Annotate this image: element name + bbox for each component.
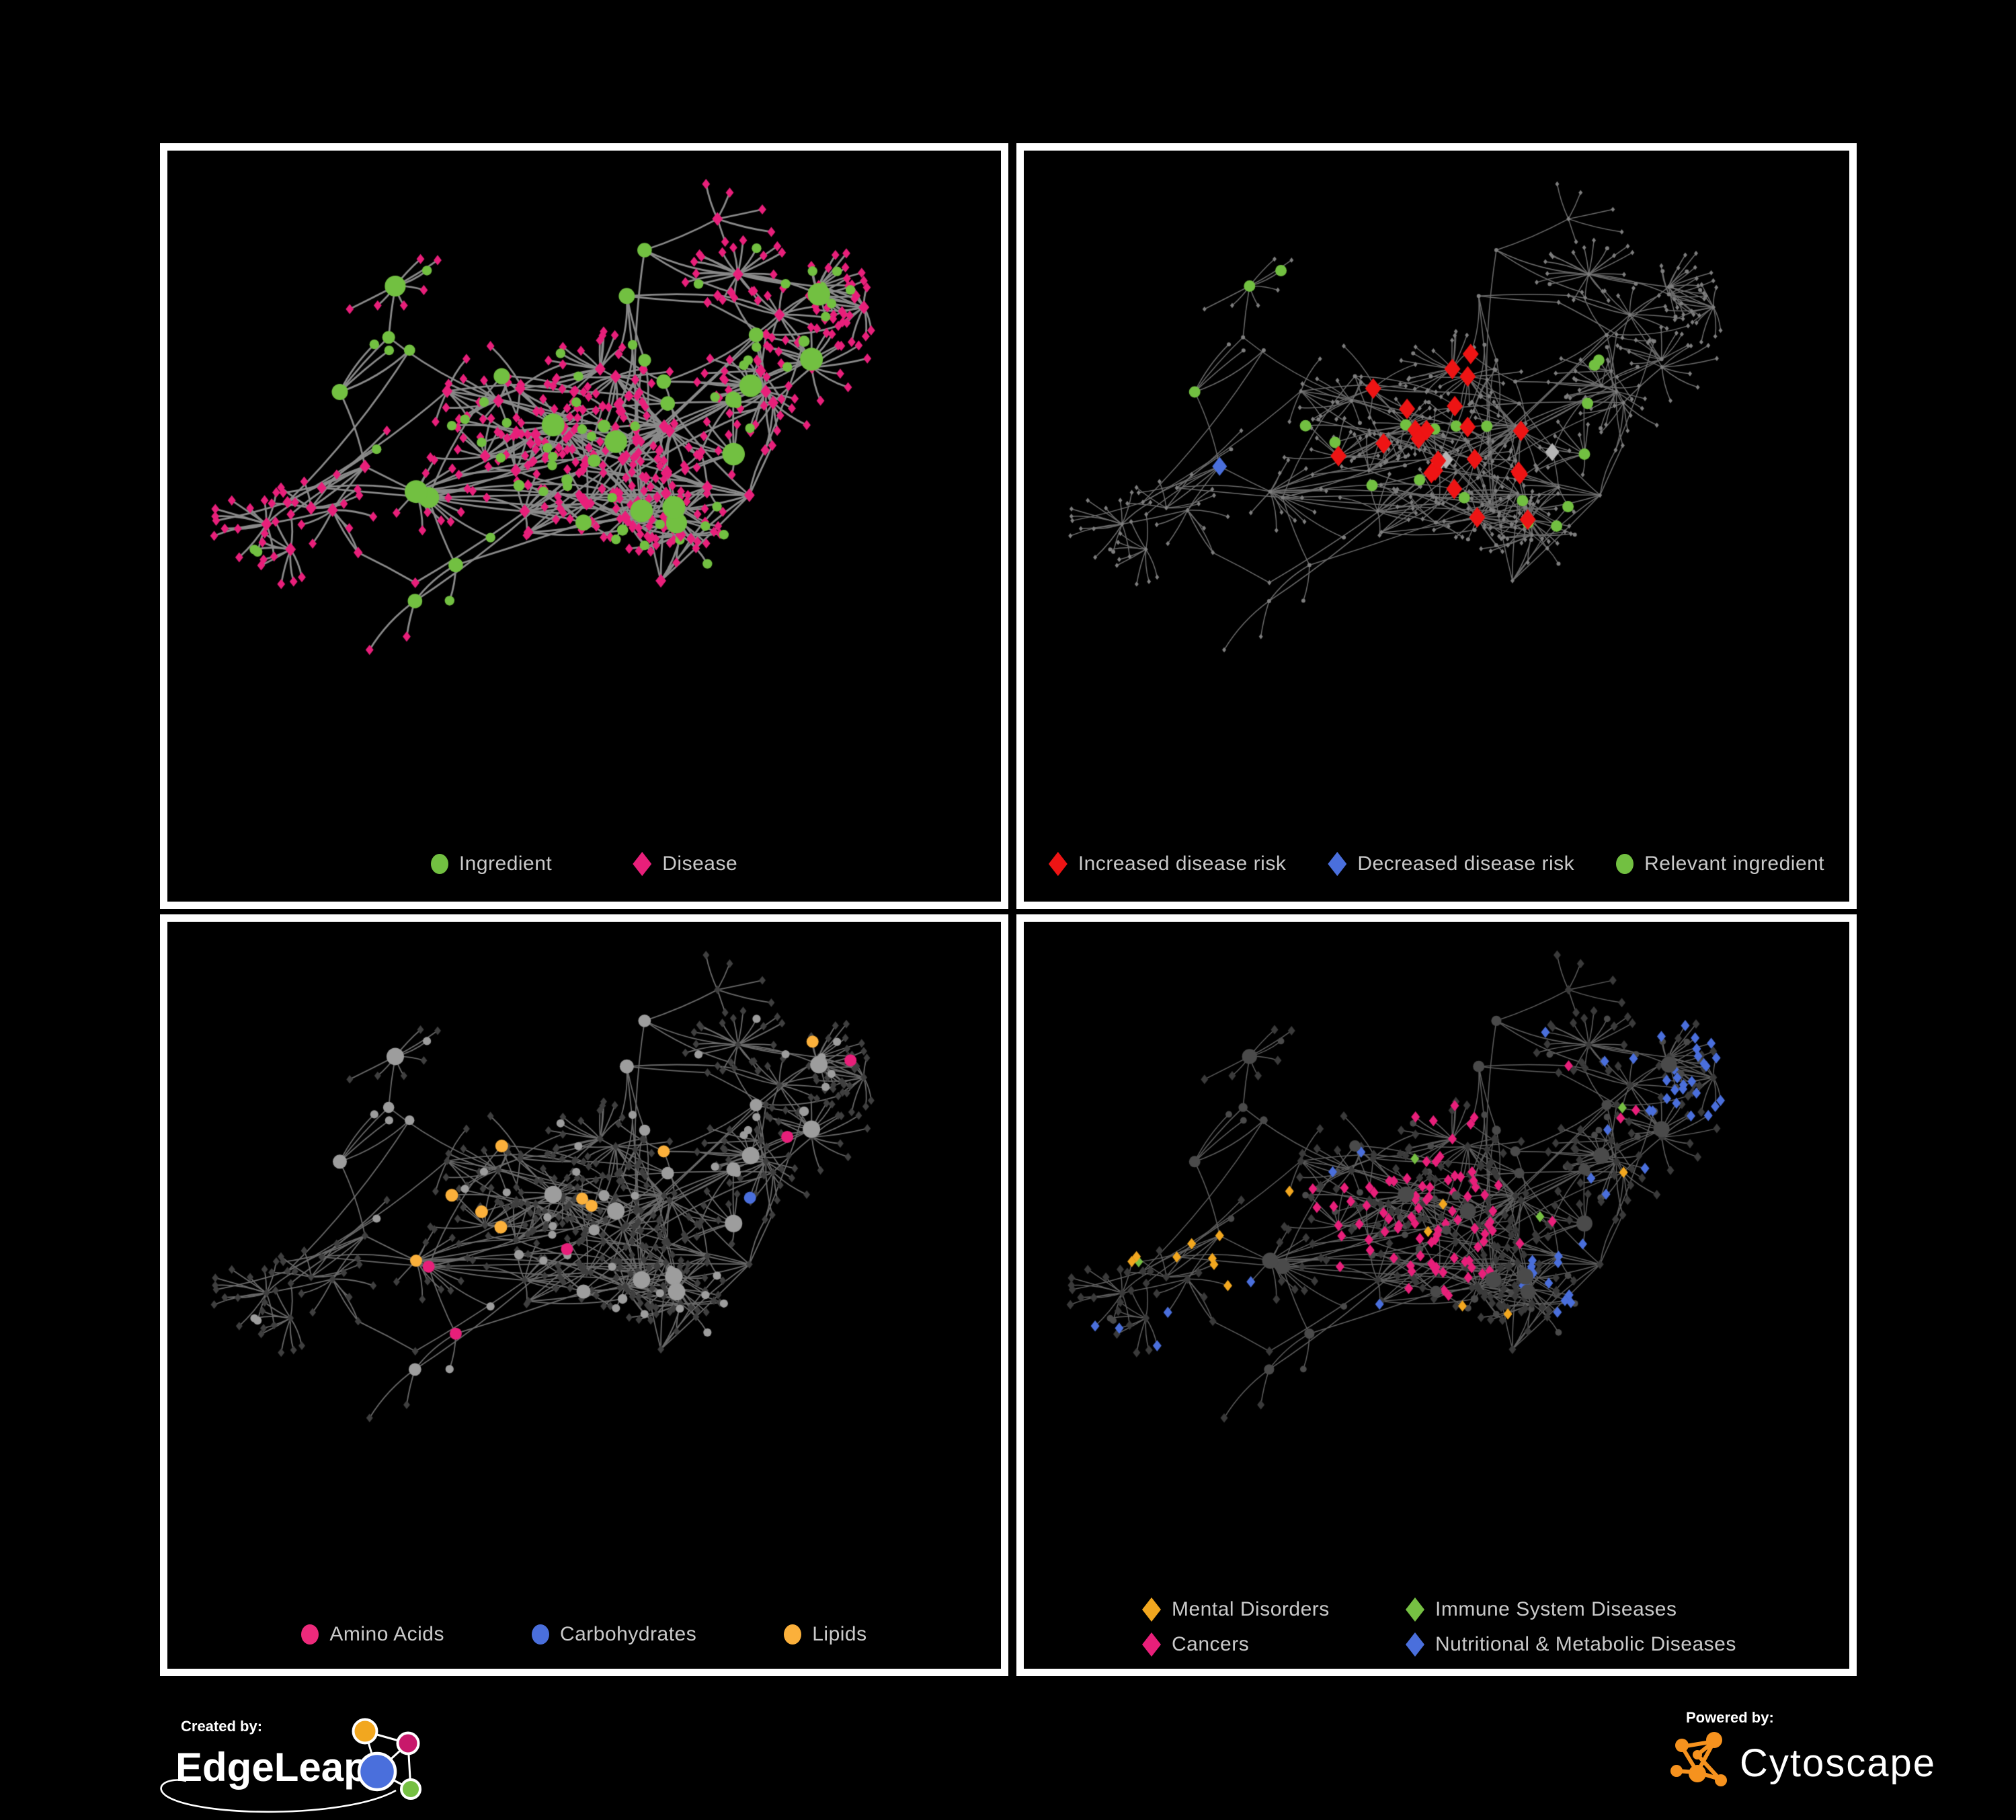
relevant-ingredient-marker-icon <box>1616 854 1634 874</box>
cancers-marker-icon <box>1142 1632 1161 1657</box>
legend-item: Mental Disorders <box>1142 1597 1406 1622</box>
cytoscape-logo: Powered by: Cytoscape <box>1670 1709 1936 1786</box>
ingredient-marker-icon <box>430 854 448 874</box>
edgeleap-wordmark: EdgeLeap <box>175 1745 368 1790</box>
legend-label: Mental Disorders <box>1172 1598 1330 1620</box>
legend-label: Lipids <box>812 1623 867 1645</box>
legend-label: Cancers <box>1172 1633 1250 1655</box>
network-canvas <box>1024 922 1849 1669</box>
edgeleap-logo: Created by: EdgeLeap <box>160 1718 421 1813</box>
network-canvas <box>167 151 1001 902</box>
legend-label: Disease <box>662 853 738 875</box>
legend-item: Decreased disease risk <box>1328 852 1574 876</box>
legend-item: Immune System Diseases <box>1406 1597 1736 1622</box>
legend-item: Carbohydrates <box>531 1623 697 1646</box>
legend-item: Ingredient <box>430 853 553 875</box>
panel-disease-categories: Mental Disorders Immune System Diseases … <box>1016 914 1857 1676</box>
legend: Ingredient Disease <box>167 852 1001 876</box>
panel-ingredient-disease: Ingredient Disease <box>160 143 1008 909</box>
powered-by-label: Powered by: <box>1686 1709 1774 1726</box>
amino-acids-marker-icon <box>301 1624 319 1645</box>
increased-risk-marker-icon <box>1048 852 1067 876</box>
edgeleap-branding: Created by: EdgeLeap <box>151 1711 447 1819</box>
edgeleap-node-green <box>400 1778 421 1800</box>
cytoscape-wordmark: Cytoscape <box>1740 1741 1936 1785</box>
panel-macronutrients: Amino Acids Carbohydrates Lipids <box>160 914 1008 1676</box>
nutritional-metabolic-marker-icon <box>1406 1632 1424 1657</box>
legend-label: Nutritional & Metabolic Diseases <box>1435 1633 1736 1655</box>
edgeleap-swoosh <box>160 1779 397 1813</box>
legend-item: Increased disease risk <box>1048 852 1287 876</box>
legend-item: Nutritional & Metabolic Diseases <box>1406 1632 1736 1657</box>
decreased-risk-marker-icon <box>1328 852 1347 876</box>
immune-system-diseases-marker-icon <box>1406 1597 1424 1622</box>
legend-label: Decreased disease risk <box>1357 853 1575 875</box>
legend-label: Relevant ingredient <box>1644 853 1825 875</box>
legend-item: Cancers <box>1142 1632 1406 1657</box>
carbohydrates-marker-icon <box>531 1624 549 1645</box>
edgeleap-node-orange <box>352 1718 378 1745</box>
cytoscape-glyph <box>1670 1732 1727 1786</box>
legend-label: Carbohydrates <box>559 1623 697 1645</box>
created-by-label: Created by: <box>181 1718 262 1735</box>
edgeleap-node-blue <box>357 1751 397 1792</box>
panel-disease-risk: Increased disease risk Decreased disease… <box>1016 143 1857 909</box>
disease-marker-icon <box>633 852 652 876</box>
legend: Mental Disorders Immune System Diseases … <box>1142 1597 1736 1657</box>
legend-item: Relevant ingredient <box>1616 853 1824 875</box>
legend-label: Amino Acids <box>329 1623 444 1645</box>
network-canvas <box>1024 151 1849 902</box>
legend: Amino Acids Carbohydrates Lipids <box>167 1623 1001 1646</box>
legend-item: Amino Acids <box>301 1623 444 1646</box>
cytoscape-branding: Powered by: Cytoscape <box>1667 1706 1949 1801</box>
lipids-marker-icon <box>784 1624 802 1645</box>
mental-disorders-marker-icon <box>1142 1597 1161 1622</box>
legend-label: Ingredient <box>458 853 553 875</box>
legend-label: Immune System Diseases <box>1435 1598 1677 1620</box>
legend-label: Increased disease risk <box>1078 853 1287 875</box>
legend-item: Lipids <box>784 1623 866 1646</box>
edgeleap-node-magenta <box>396 1731 420 1755</box>
network-canvas <box>167 922 1001 1669</box>
legend: Increased disease risk Decreased disease… <box>1024 852 1849 876</box>
legend-item: Disease <box>633 852 737 876</box>
